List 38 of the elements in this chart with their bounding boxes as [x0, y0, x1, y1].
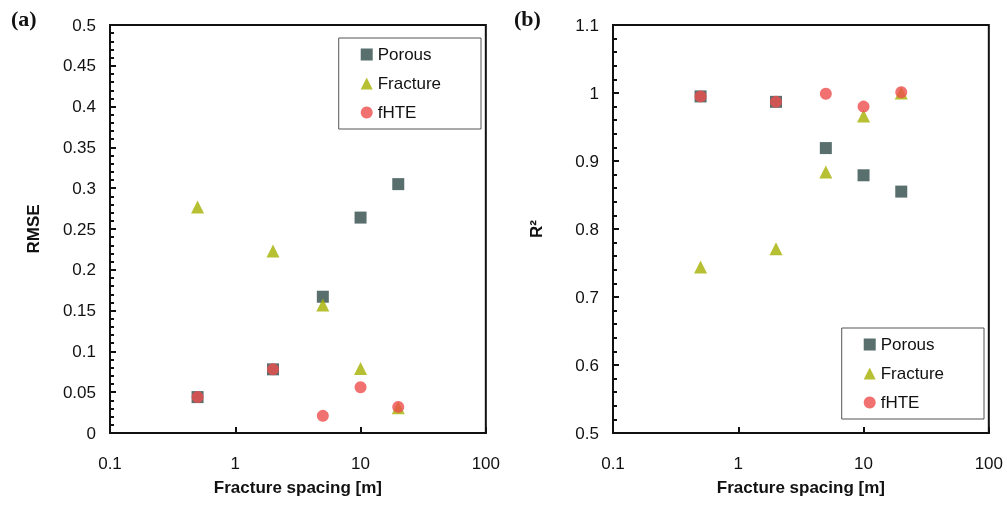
y-tick-label: 1.1 — [575, 15, 599, 35]
x-tick-label: 100 — [471, 454, 501, 473]
y-tick-label: 0.05 — [62, 382, 96, 402]
y-tick-label: 0.5 — [575, 423, 599, 443]
x-tick-label: 1 — [733, 454, 744, 473]
chart-title: (a) — [11, 5, 37, 31]
y-tick-label: 0.6 — [575, 355, 599, 375]
legend-label: Porous — [880, 335, 935, 354]
y-tick-label: 0.1 — [72, 341, 96, 361]
legend-label: Porous — [377, 45, 432, 64]
x-tick-label: 1 — [230, 454, 241, 473]
y-tick-label: 0.7 — [575, 287, 599, 307]
legend-label: fHTE — [377, 103, 417, 122]
y-tick-label: 0.25 — [62, 219, 96, 239]
y-tick-label: 0.35 — [62, 137, 96, 157]
legend-label: Fracture — [880, 364, 944, 383]
y-tick-label: 0.15 — [62, 301, 96, 321]
y-tick-label: 0.5 — [72, 15, 96, 35]
y-axis-title: RMSE — [24, 204, 43, 254]
y-tick-label: 0.2 — [72, 260, 96, 280]
y-tick-label: 0 — [86, 423, 96, 443]
chart-title: (b) — [514, 5, 541, 31]
y-tick-label: 0.8 — [575, 219, 599, 239]
y-tick-label: 0.45 — [62, 56, 96, 76]
x-tick-label: 10 — [854, 454, 874, 473]
x-tick-label: 100 — [974, 454, 1004, 473]
legend-label: Fracture — [377, 74, 441, 93]
y-tick-label: 0.4 — [72, 97, 96, 117]
x-axis-title: Fracture spacing [m] — [213, 478, 382, 497]
y-tick-label: 0.9 — [575, 151, 599, 171]
legend-label: fHTE — [880, 393, 920, 412]
y-tick-label: 1 — [589, 83, 599, 103]
y-tick-label: 0.3 — [72, 178, 96, 198]
x-tick-label: 0.1 — [601, 454, 625, 473]
x-axis-title: Fracture spacing [m] — [716, 478, 885, 497]
x-tick-label: 10 — [351, 454, 371, 473]
y-axis-title: R² — [527, 219, 546, 238]
x-tick-label: 0.1 — [98, 454, 122, 473]
